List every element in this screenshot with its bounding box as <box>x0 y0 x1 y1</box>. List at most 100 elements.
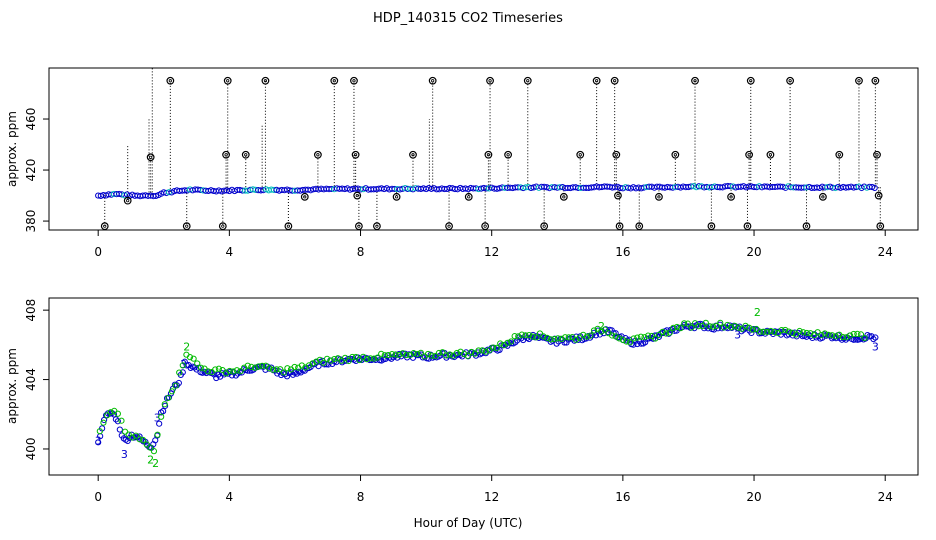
top-spike-point <box>707 222 716 231</box>
top-xtick-label: 16 <box>615 245 630 259</box>
top-spike-point-inner <box>878 224 882 228</box>
bottom-xtick-label: 8 <box>357 490 365 504</box>
bottom-series-2-point <box>825 331 832 338</box>
bottom-series-2-point <box>713 322 720 330</box>
bottom-series-2-point <box>96 428 103 435</box>
bottom-series-2-point <box>158 413 165 420</box>
top-spike-point <box>559 192 568 201</box>
top-spike-point <box>576 150 585 159</box>
bottom-series-2-point <box>626 339 634 346</box>
top-spike-point-inner <box>224 153 228 157</box>
bottom-series-2-point <box>767 327 774 335</box>
bottom-series-2-point <box>140 436 147 444</box>
bottom-series-2-point <box>854 330 861 337</box>
bottom-series-2-point <box>709 323 717 330</box>
top-spike-point-inner <box>749 79 753 83</box>
bottom-series-2-point <box>540 333 547 340</box>
bottom-series-2-point <box>428 352 435 359</box>
bottom-series-2-point <box>309 360 316 367</box>
top-spike-point <box>691 76 699 85</box>
top-spike-point-inner <box>103 224 107 228</box>
bottom-series-2-point <box>215 365 222 372</box>
bottom-series-2-point <box>147 444 154 451</box>
bottom-series-3-point <box>213 374 220 382</box>
bottom-series-2-point <box>489 344 497 351</box>
top-ytick-label: 420 <box>24 159 38 182</box>
bottom-series-2-point <box>320 359 327 366</box>
bottom-series-2-point <box>544 334 551 341</box>
top-spike-point-inner <box>637 224 641 228</box>
top-spike-point-inner <box>332 79 336 83</box>
top-spike-point-inner <box>411 153 415 157</box>
top-spike-point <box>876 222 885 231</box>
bottom-series-2-point <box>475 347 482 354</box>
bottom-series-2-point <box>349 353 356 361</box>
bottom-series-3-point <box>872 334 879 341</box>
bottom-series-2-point <box>226 367 233 375</box>
top-axis-ticks: 0 4 8 12 16 20 24 380 420 460 <box>24 108 893 259</box>
bottom-series-3-point <box>512 339 519 346</box>
top-spike-point-inner <box>788 79 792 83</box>
top-spike-point <box>523 76 532 85</box>
top-spike-point-inner <box>375 224 379 228</box>
top-spike-point-inner <box>168 79 172 83</box>
bottom-series-2-point <box>789 329 796 336</box>
top-spike-point-inner <box>316 153 320 157</box>
bottom-series-2-point <box>161 401 168 408</box>
bottom-series-2-point <box>637 333 645 340</box>
bottom-series-3-label: 3 <box>95 434 102 447</box>
top-spike-point-inner <box>673 153 677 157</box>
bottom-series-2-point <box>764 328 771 336</box>
bottom-series-2-point <box>587 332 594 339</box>
top-spike-point-inner <box>394 195 399 199</box>
top-spike-point <box>300 192 309 201</box>
bottom-series-3-point <box>655 333 663 341</box>
bottom-series-2-point <box>414 351 421 358</box>
bottom-series-3-point <box>651 332 659 339</box>
top-xtick-label: 12 <box>484 245 499 259</box>
bottom-series-3-point <box>112 416 119 423</box>
shared-xlabel: Hour of Day (UTC) <box>414 516 523 530</box>
bottom-series-2-point <box>843 334 850 341</box>
bottom-series-2-point <box>663 330 670 337</box>
top-spike-point-inner <box>244 153 248 157</box>
bottom-series-2-point <box>316 356 323 363</box>
top-spike-point <box>504 150 512 159</box>
figure-title: HDP_140315 CO2 Timeseries <box>373 11 563 26</box>
bottom-series-2-point <box>717 319 724 326</box>
bottom-series-2-point <box>143 441 150 448</box>
bottom-series-2-point <box>652 335 659 342</box>
top-spike-point <box>351 150 360 159</box>
bottom-series-2-point <box>374 354 381 361</box>
top-spike-point-inner <box>877 193 881 198</box>
bottom-series-3-point <box>262 366 269 373</box>
bottom-series-2-point <box>114 410 121 417</box>
bottom-series-3-point <box>215 371 222 378</box>
top-spike-point-inner <box>729 195 733 199</box>
top-spike-point-inner <box>263 79 268 83</box>
top-spike-point <box>786 76 795 85</box>
bottom-series-3-point <box>95 439 102 446</box>
top-spike-point-inner <box>483 224 487 228</box>
bottom-series-2-point <box>551 336 558 343</box>
bottom-series-2-point <box>850 330 857 338</box>
top-spike-point <box>146 153 155 162</box>
top-spike-point <box>540 222 549 231</box>
bottom-series-2-point <box>356 356 363 364</box>
top-spike-point-inner <box>357 224 361 228</box>
bottom-series-2-point <box>839 333 847 341</box>
top-spike-point <box>802 222 811 231</box>
bottom-series-2-point <box>233 367 241 374</box>
bottom-series-2-point <box>107 409 114 416</box>
bottom-series-3-point <box>638 340 645 347</box>
bottom-series-2-point <box>511 333 518 340</box>
bottom-series-2-point <box>381 352 388 359</box>
bottom-series-2-point <box>342 354 349 361</box>
top-spike-point-inner <box>526 79 530 83</box>
top-xtick-label: 20 <box>746 245 761 259</box>
bottom-series-2-point <box>847 332 854 339</box>
bottom-series-2-point <box>259 362 266 369</box>
bottom-series-2-point <box>677 325 684 332</box>
top-spike-point <box>350 76 358 85</box>
